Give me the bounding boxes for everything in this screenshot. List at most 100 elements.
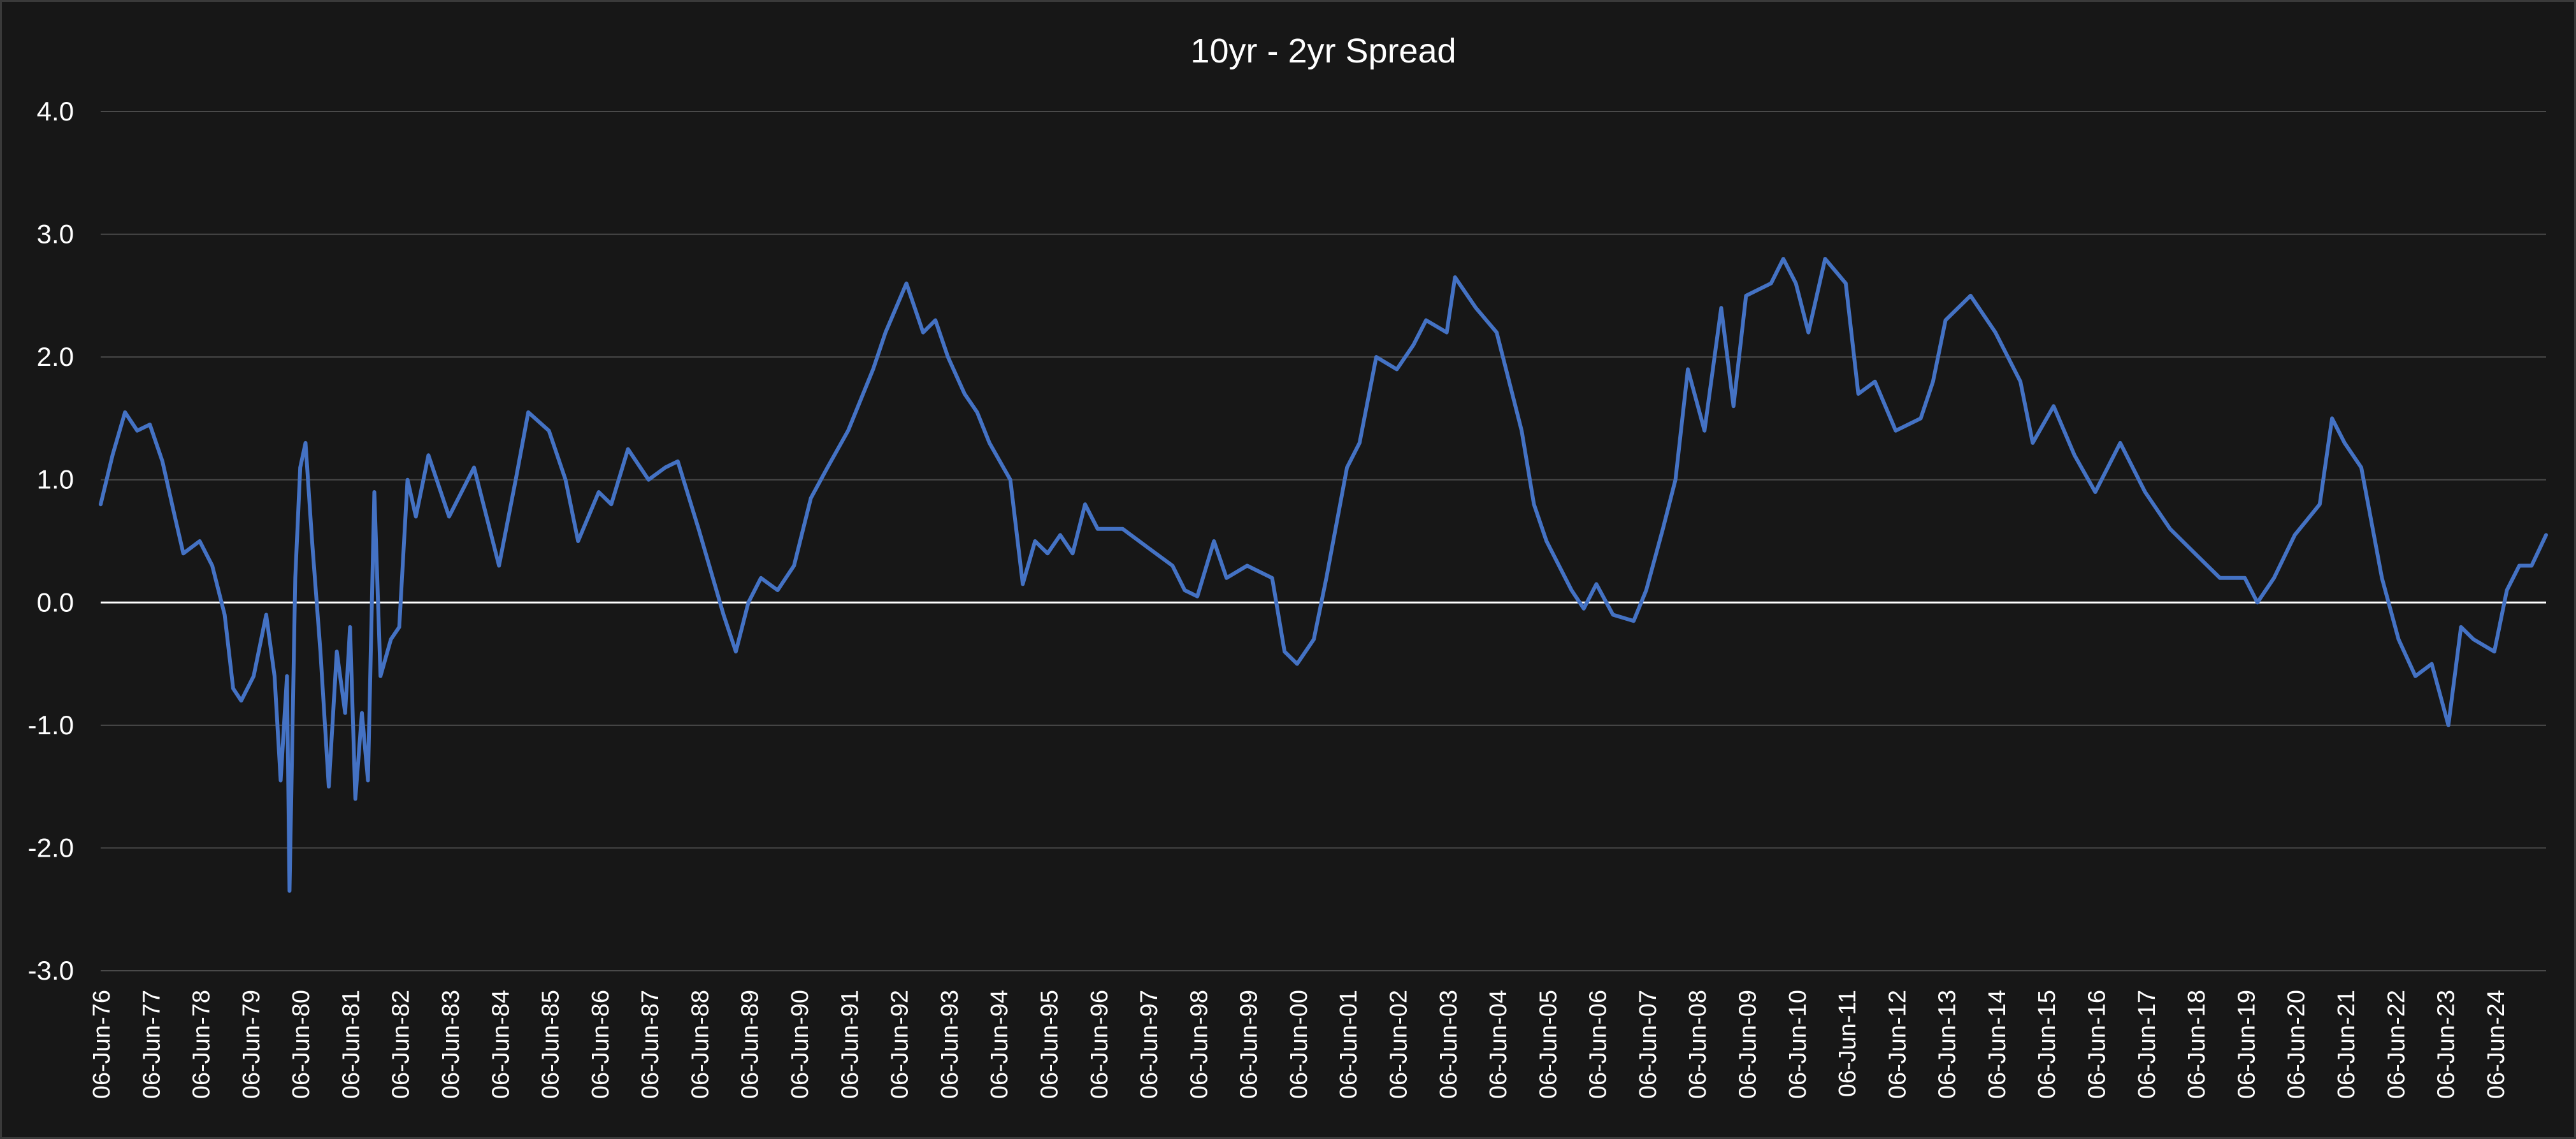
data-point xyxy=(1475,307,1477,309)
data-point xyxy=(1583,607,1585,609)
data-point xyxy=(1313,639,1315,641)
data-point xyxy=(777,590,779,591)
data-point xyxy=(1396,368,1398,370)
data-point xyxy=(328,786,330,788)
data-point xyxy=(448,516,450,518)
x-tick-label: 06-Jun-76 xyxy=(89,990,115,1099)
data-point xyxy=(1034,540,1036,542)
data-point xyxy=(2053,405,2055,407)
data-point xyxy=(1521,430,1523,432)
x-tick-label: 06-Jun-77 xyxy=(138,990,165,1099)
data-point xyxy=(1226,577,1228,579)
data-point xyxy=(344,712,346,714)
x-tick-label: 06-Jun-87 xyxy=(637,990,664,1099)
data-point xyxy=(428,454,429,456)
x-tick-label: 06-Jun-06 xyxy=(1585,990,1612,1099)
data-point xyxy=(947,356,949,358)
data-point xyxy=(124,411,126,413)
data-point xyxy=(305,442,306,444)
x-tick-label: 06-Jun-14 xyxy=(1984,990,2011,1099)
x-tick-label: 06-Jun-04 xyxy=(1485,990,1512,1099)
data-point xyxy=(1874,381,1876,382)
x-tick-label: 06-Jun-79 xyxy=(238,990,265,1099)
data-point xyxy=(212,565,213,567)
data-point xyxy=(367,780,369,781)
data-point xyxy=(872,368,874,370)
data-point xyxy=(2331,417,2333,419)
chart-title: 10yr - 2yr Spread xyxy=(1190,32,1456,70)
data-point xyxy=(1454,277,1456,279)
data-point xyxy=(1994,331,1996,333)
x-tick-label: 06-Jun-22 xyxy=(2383,990,2410,1099)
y-tick-label: -1.0 xyxy=(28,710,74,740)
data-point xyxy=(2319,504,2321,505)
data-point xyxy=(1770,282,1772,284)
data-point xyxy=(1496,331,1498,333)
x-tick-label: 06-Jun-88 xyxy=(687,990,714,1099)
x-tick-label: 06-Jun-19 xyxy=(2233,990,2260,1099)
data-point xyxy=(598,491,600,493)
gridlines xyxy=(101,111,2546,971)
data-point xyxy=(1121,528,1123,530)
data-point xyxy=(2545,534,2547,536)
y-axis-ticks: 4.0 3.0 2.0 1.0 0.0 -1.0 -2.0 -3.0 xyxy=(28,96,74,985)
data-point xyxy=(2398,639,2400,641)
data-point xyxy=(2473,639,2475,641)
data-point xyxy=(319,651,321,653)
data-point xyxy=(905,282,907,284)
data-point xyxy=(847,430,849,432)
y-tick-label: 3.0 xyxy=(37,219,74,249)
data-point xyxy=(528,411,529,413)
data-point xyxy=(1060,534,1061,536)
y-tick-label: -3.0 xyxy=(28,955,74,985)
data-point xyxy=(361,712,363,714)
data-point xyxy=(1546,540,1548,542)
x-tick-label: 06-Jun-89 xyxy=(737,990,764,1099)
data-point xyxy=(922,331,924,333)
data-point xyxy=(380,675,382,677)
data-point xyxy=(2032,442,2034,444)
x-tick-label: 06-Jun-85 xyxy=(538,990,565,1099)
data-point xyxy=(390,639,392,641)
data-point xyxy=(112,454,113,456)
data-point xyxy=(1425,319,1427,321)
data-point xyxy=(2219,577,2221,579)
data-point xyxy=(2343,442,2345,444)
x-tick-label: 06-Jun-05 xyxy=(1535,990,1562,1099)
data-point xyxy=(963,393,965,395)
data-point xyxy=(398,626,400,628)
data-point xyxy=(2094,491,2096,493)
data-point xyxy=(100,504,102,505)
data-point xyxy=(149,424,151,426)
data-point xyxy=(2506,590,2508,591)
data-point xyxy=(2414,675,2416,677)
data-point xyxy=(289,890,291,892)
data-point xyxy=(1920,417,1922,419)
x-tick-label: 06-Jun-94 xyxy=(986,990,1013,1099)
x-tick-label: 06-Jun-11 xyxy=(1834,990,1861,1097)
data-point xyxy=(627,448,629,450)
x-tick-label: 06-Jun-97 xyxy=(1136,990,1163,1099)
data-point xyxy=(2519,565,2521,567)
data-point xyxy=(723,614,724,616)
x-tick-label: 06-Jun-91 xyxy=(837,990,863,1099)
data-point xyxy=(1146,546,1148,548)
data-point xyxy=(1213,540,1215,542)
data-point xyxy=(1845,282,1846,284)
data-point xyxy=(253,675,255,677)
data-point xyxy=(336,651,338,653)
data-point xyxy=(2493,651,2495,653)
x-tick-label: 06-Jun-21 xyxy=(2333,990,2360,1099)
data-point xyxy=(1358,442,1360,444)
data-point xyxy=(1720,307,1722,309)
data-point xyxy=(565,479,566,481)
x-tick-label: 06-Jun-81 xyxy=(338,990,364,1099)
data-point xyxy=(810,497,812,499)
data-point xyxy=(1595,583,1597,585)
data-point xyxy=(1674,479,1676,481)
data-point xyxy=(2169,528,2171,530)
x-tick-label: 06-Jun-16 xyxy=(2084,990,2111,1099)
data-point xyxy=(294,577,296,579)
data-point xyxy=(349,626,351,628)
